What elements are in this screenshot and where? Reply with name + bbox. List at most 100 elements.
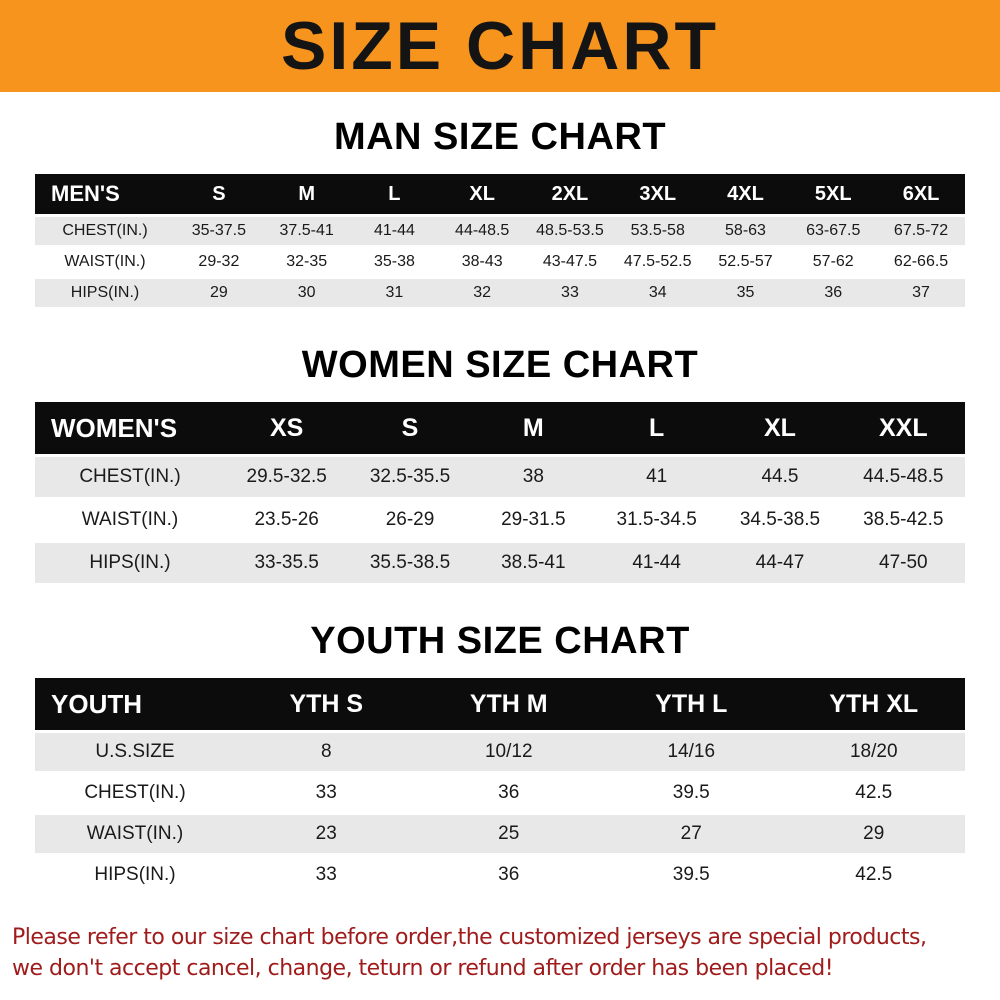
size-value-cell: 44-47: [755, 552, 805, 573]
size-column-header: L: [594, 402, 719, 454]
size-value-cell: 36: [824, 284, 843, 301]
page-title: SIZE CHART: [281, 8, 719, 84]
size-value-cell: 34: [648, 284, 667, 301]
size-value-cell: 33: [315, 782, 337, 803]
size-value-cell: 67.5-72: [893, 222, 949, 239]
man-size-table: MEN'S S M L XL 2XL 3XL 4XL 5XL 6XL CHEST(IN.) 35-37…: [35, 171, 965, 310]
footer-notice: Please refer to our size chart before or…: [12, 923, 988, 985]
size-value-cell: 63-67.5: [806, 222, 861, 239]
size-value-cell: 39.5: [672, 782, 710, 803]
row-label: WAIST(IN.): [86, 823, 184, 844]
size-value-cell: 33-35.5: [254, 552, 319, 573]
table-row: WAIST(IN.) 23.5-26 26-29 29-31.5 31.5-34.5 34…: [35, 500, 965, 540]
youth-size-table: YOUTH YTH S YTH M YTH L YTH XL U.S.SIZE 8 10/12…: [35, 675, 965, 897]
size-value-cell: 44-48.5: [455, 222, 510, 239]
table-header-row: MEN'S S M L XL 2XL 3XL 4XL 5XL 6XL: [35, 174, 965, 214]
size-value-cell: 42.5: [855, 864, 893, 885]
size-value-cell: 41: [646, 466, 668, 487]
size-value-cell: 37.5-41: [279, 222, 334, 239]
size-column-header: XL: [438, 174, 527, 214]
size-value-cell: 44.5-48.5: [863, 466, 944, 487]
size-value-cell: 10/12: [484, 741, 533, 762]
size-value-cell: 23: [315, 823, 337, 844]
size-value-cell: 42.5: [855, 782, 893, 803]
size-value-cell: 57-62: [812, 253, 854, 270]
size-value-cell: 35-38: [373, 253, 415, 270]
size-column-header: XL: [718, 402, 842, 454]
size-column-header: M: [471, 402, 595, 454]
size-value-cell: 41-44: [373, 222, 415, 239]
youth-size-section: YOUTH SIZE CHART YOUTH YTH S YTH M YTH L YTH…: [0, 620, 1000, 897]
size-value-cell: 29-32: [198, 253, 240, 270]
size-value-cell: 44.5: [761, 466, 799, 487]
size-value-cell: 23.5-26: [254, 509, 319, 530]
table-row: HIPS(IN.) 33-35.5 35.5-38.5 38.5-41 41-44 44-…: [35, 543, 965, 583]
row-label: U.S.SIZE: [95, 741, 175, 762]
table-row: CHEST(IN.) 29.5-32.5 32.5-35.5 38 41 44.5 44.5…: [35, 457, 965, 497]
youth-size-heading: YOUTH SIZE CHART: [310, 620, 690, 662]
women-size-table: WOMEN'S XS S M L XL XXL CHEST(IN.) 29.5-32.5 32.5…: [35, 399, 965, 586]
size-value-cell: 8: [320, 741, 332, 762]
table-header-row: YOUTH YTH S YTH M YTH L YTH XL: [35, 678, 965, 730]
size-value-cell: 14/16: [667, 741, 716, 762]
size-value-cell: 36: [498, 864, 520, 885]
table-row: CHEST(IN.) 33 36 39.5 42.5: [35, 774, 965, 812]
table-row: CHEST(IN.) 35-37.5 37.5-41 41-44 44-48.5 48.5…: [35, 217, 965, 245]
size-value-cell: 34.5-38.5: [739, 509, 821, 530]
table-corner-label: YOUTH: [35, 678, 235, 730]
size-value-cell: 33: [315, 864, 337, 885]
size-column-header: YTH M: [417, 678, 600, 730]
size-column-header: L: [350, 174, 439, 214]
size-column-header: YTH S: [235, 678, 418, 730]
size-value-cell: 58-63: [725, 222, 766, 239]
size-value-cell: 35-37.5: [191, 222, 247, 239]
size-column-header: YTH L: [600, 678, 783, 730]
size-value-cell: 29: [209, 284, 228, 301]
size-value-cell: 39.5: [672, 864, 710, 885]
size-column-header: 5XL: [789, 174, 878, 214]
size-value-cell: 38: [522, 466, 544, 487]
size-column-header: XS: [225, 402, 349, 454]
size-value-cell: 18/20: [849, 741, 898, 762]
size-value-cell: 52.5-57: [718, 253, 773, 270]
size-value-cell: 47.5-52.5: [623, 253, 692, 270]
size-value-cell: 27: [680, 823, 702, 844]
size-value-cell: 38.5-41: [501, 552, 566, 573]
table-header-row: WOMEN'S XS S M L XL XXL: [35, 402, 965, 454]
size-value-cell: 32.5-35.5: [369, 466, 451, 487]
size-value-cell: 31: [385, 284, 404, 301]
size-value-cell: 37: [912, 284, 930, 301]
size-value-cell: 30: [297, 284, 316, 301]
size-value-cell: 41-44: [632, 552, 681, 573]
size-column-header: M: [262, 174, 351, 214]
size-column-header: 3XL: [613, 174, 702, 214]
row-label: CHEST(IN.): [62, 222, 148, 239]
row-label: HIPS(IN.): [94, 864, 176, 885]
size-value-cell: 35: [736, 284, 755, 301]
table-row: HIPS(IN.) 29 30 31 32 33 34 35 36 37: [35, 279, 965, 307]
size-value-cell: 33: [561, 284, 579, 301]
banner: SIZE CHART: [0, 0, 1000, 92]
table-corner-label: WOMEN'S: [35, 402, 225, 454]
women-size-heading: WOMEN SIZE CHART: [301, 344, 699, 386]
size-value-cell: 48.5-53.5: [536, 222, 604, 239]
row-label: WAIST(IN.): [81, 509, 179, 530]
table-row: WAIST(IN.) 23 25 27 29: [35, 815, 965, 853]
women-size-section: WOMEN SIZE CHART WOMEN'S XS S M L XL XXL CHEST(…: [0, 344, 1000, 586]
size-value-cell: 29-31.5: [501, 509, 566, 530]
man-size-heading: MAN SIZE CHART: [333, 116, 667, 158]
size-column-header: S: [348, 402, 472, 454]
size-column-header: YTH XL: [782, 678, 965, 730]
notice-line-2: we don't accept cancel, change, teturn o…: [12, 955, 834, 981]
size-value-cell: 31.5-34.5: [616, 509, 697, 530]
row-label: HIPS(IN.): [89, 552, 171, 573]
row-label: WAIST(IN.): [64, 253, 146, 270]
size-column-header: S: [175, 174, 263, 214]
table-row: WAIST(IN.) 29-32 32-35 35-38 38-43 43-47.5 47.…: [35, 248, 965, 276]
size-value-cell: 35.5-38.5: [369, 552, 451, 573]
size-value-cell: 43-47.5: [542, 253, 598, 270]
size-value-cell: 25: [498, 823, 520, 844]
size-column-header: 2XL: [526, 174, 614, 214]
row-label: CHEST(IN.): [79, 466, 181, 487]
